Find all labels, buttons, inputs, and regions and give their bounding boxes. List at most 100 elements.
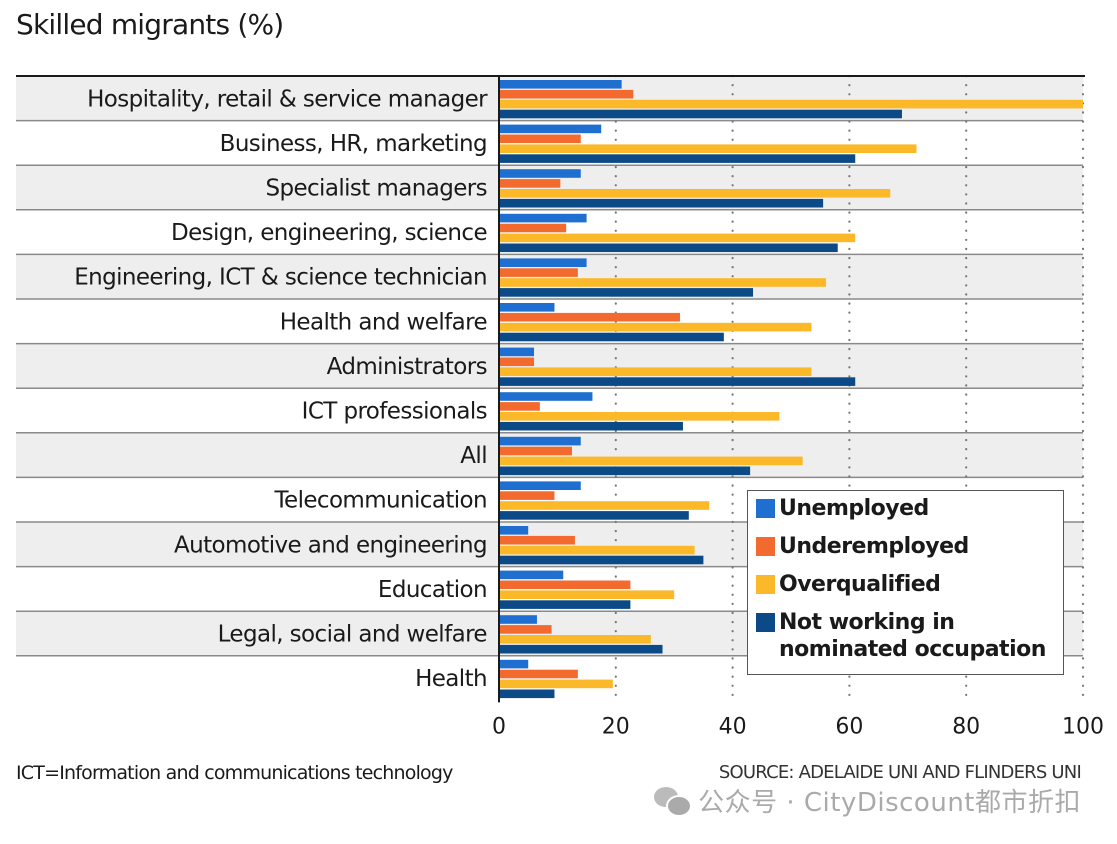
- legend-swatch: [756, 575, 775, 594]
- category-labels: Hospitality, retail & service manager Bus…: [74, 86, 489, 692]
- legend-label: Not working in nominated occupation: [779, 610, 1046, 662]
- bar-underemployed: [499, 268, 578, 277]
- bar-overqualified: [499, 456, 803, 466]
- bar-underemployed: [499, 669, 578, 679]
- bar-not-working-in-nominated-occupation: [499, 511, 689, 520]
- category-label: ICT professionals: [302, 399, 487, 425]
- legend-item-underemployed: Underemployed: [756, 533, 1055, 560]
- x-tick-labels: 0 20 40 60 80 100: [492, 714, 1104, 739]
- legend-swatch: [756, 613, 775, 632]
- x-tick-label: 100: [1062, 714, 1104, 739]
- axes: [16, 75, 1085, 703]
- bar-underemployed: [499, 580, 631, 590]
- bar-unemployed: [499, 436, 581, 446]
- category-label: Hospitality, retail & service manager: [87, 86, 488, 112]
- watermark-text: 公众号 · CityDiscount都市折扣: [698, 788, 1081, 818]
- bar-not-working-in-nominated-occupation: [499, 555, 704, 565]
- bar-overqualified: [499, 545, 695, 555]
- bar-not-working-in-nominated-occupation: [499, 600, 631, 609]
- bar-overqualified: [499, 679, 613, 689]
- bar-not-working-in-nominated-occupation: [499, 288, 754, 297]
- category-label: Health: [415, 666, 487, 692]
- bar-underemployed: [499, 402, 540, 411]
- bar-unemployed: [499, 570, 564, 580]
- bar-unemployed: [499, 169, 581, 178]
- bar-overqualified: [499, 322, 812, 332]
- bar-underemployed: [499, 179, 561, 188]
- bar-unemployed: [499, 258, 587, 267]
- watermark: 公众号 · CityDiscount都市折扣: [654, 782, 1081, 819]
- category-label: All: [460, 443, 487, 469]
- category-label: Business, HR, marketing: [220, 131, 487, 157]
- bar-overqualified: [499, 367, 812, 376]
- bar-overqualified: [499, 233, 856, 243]
- bar-not-working-in-nominated-occupation: [499, 243, 838, 253]
- legend-label: Underemployed: [779, 534, 969, 559]
- bar-not-working-in-nominated-occupation: [499, 154, 856, 163]
- bar-unemployed: [499, 303, 555, 312]
- bars: [499, 80, 1083, 699]
- bar-unemployed: [499, 392, 593, 401]
- x-tick-label: 80: [952, 714, 980, 739]
- bar-unemployed: [499, 124, 602, 134]
- bar-underemployed: [499, 535, 575, 545]
- bar-overqualified: [499, 635, 651, 644]
- category-label: Specialist managers: [265, 176, 487, 202]
- bar-not-working-in-nominated-occupation: [499, 109, 902, 119]
- bar-overqualified: [499, 99, 1083, 109]
- bar-overqualified: [499, 501, 710, 510]
- bar-not-working-in-nominated-occupation: [499, 377, 856, 386]
- bar-underemployed: [499, 134, 581, 144]
- bar-unemployed: [499, 615, 537, 624]
- category-label: Telecommunication: [273, 488, 487, 514]
- bar-underemployed: [499, 625, 552, 634]
- x-tick-label: 0: [492, 714, 506, 739]
- bar-overqualified: [499, 412, 780, 421]
- bar-not-working-in-nominated-occupation: [499, 198, 824, 208]
- bar-underemployed: [499, 446, 572, 456]
- bar-unemployed: [499, 481, 581, 490]
- bar-underemployed: [499, 223, 567, 233]
- legend-item-unemployed: Unemployed: [756, 495, 1055, 522]
- bar-unemployed: [499, 659, 529, 669]
- category-label: Education: [378, 577, 487, 603]
- chart-title: Skilled migrants (%): [16, 8, 284, 41]
- legend-swatch: [756, 499, 775, 518]
- category-label: Legal, social and welfare: [218, 622, 487, 648]
- footnote: ICT=Information and communications techn…: [16, 762, 453, 784]
- bar-overqualified: [499, 278, 827, 287]
- x-tick-label: 20: [602, 714, 630, 739]
- bar-overqualified: [499, 144, 917, 153]
- bar-unemployed: [499, 80, 622, 89]
- bar-overqualified: [499, 590, 675, 599]
- category-label: Engineering, ICT & science technician: [74, 265, 487, 291]
- x-tick-label: 40: [719, 714, 747, 739]
- x-tick-label: 60: [835, 714, 863, 739]
- bar-overqualified: [499, 189, 891, 198]
- bar-unemployed: [499, 347, 535, 357]
- bar-unemployed: [499, 213, 587, 223]
- source-credit: SOURCE: ADELAIDE UNI AND FLINDERS UNI: [718, 762, 1082, 783]
- legend: Unemployed Underemployed Overqualified N…: [747, 490, 1064, 675]
- category-label: Design, engineering, science: [171, 220, 487, 246]
- bar-chart: Hospitality, retail & service manager Bus…: [16, 74, 1104, 739]
- bar-underemployed: [499, 312, 681, 322]
- wechat-icon: [654, 786, 693, 817]
- bar-not-working-in-nominated-occupation: [499, 421, 683, 431]
- bar-underemployed: [499, 89, 634, 99]
- bar-underemployed: [499, 491, 555, 500]
- legend-item-not-working: Not working in nominated occupation: [756, 609, 1055, 663]
- bar-underemployed: [499, 357, 535, 367]
- category-label: Administrators: [327, 354, 487, 380]
- legend-label: Unemployed: [779, 496, 929, 521]
- bar-not-working-in-nominated-occupation: [499, 332, 724, 342]
- bar-not-working-in-nominated-occupation: [499, 466, 751, 476]
- bar-not-working-in-nominated-occupation: [499, 644, 663, 654]
- bar-not-working-in-nominated-occupation: [499, 689, 555, 699]
- legend-item-overqualified: Overqualified: [756, 571, 1055, 598]
- category-label: Automotive and engineering: [174, 532, 487, 558]
- legend-swatch: [756, 537, 775, 556]
- category-label: Health and welfare: [280, 309, 487, 335]
- legend-label: Overqualified: [779, 572, 941, 597]
- bar-unemployed: [499, 526, 529, 535]
